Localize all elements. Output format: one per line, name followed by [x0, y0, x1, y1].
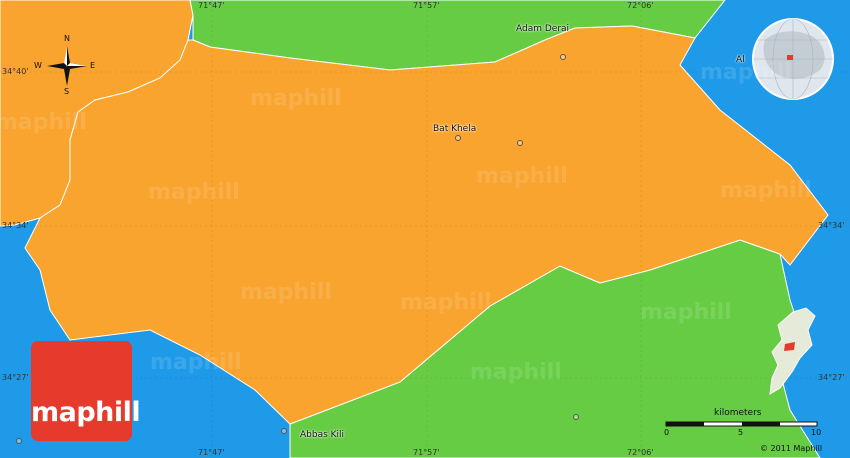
- longitude-label: 72°06': [627, 1, 654, 10]
- latitude-label: 34°27': [2, 373, 29, 382]
- latitude-label: 34°34': [818, 221, 845, 230]
- place-marker[interactable]: [517, 140, 523, 146]
- longitude-label: 72°06': [627, 448, 654, 457]
- province-inset: [769, 307, 816, 395]
- watermark: maphill: [0, 110, 87, 135]
- place-marker[interactable]: [455, 135, 461, 141]
- place-marker[interactable]: [573, 414, 579, 420]
- compass-rose: [47, 46, 87, 86]
- scale-title: kilometers: [714, 408, 762, 418]
- longitude-label: 71°47': [198, 1, 225, 10]
- compass-east: E: [90, 61, 96, 70]
- place-label-abbas-kili[interactable]: Abbas Kili: [300, 430, 345, 440]
- watermark: maphill: [470, 360, 562, 385]
- watermark: maphill: [700, 60, 792, 85]
- maphill-logo[interactable]: maphill: [31, 341, 141, 441]
- watermark: maphill: [400, 290, 492, 315]
- watermark: maphill: [240, 280, 332, 305]
- place-label-clipped[interactable]: Al: [736, 55, 745, 65]
- longitude-label: 71°57': [413, 448, 440, 457]
- watermark: maphill: [720, 178, 812, 203]
- scale-tick-5: 5: [738, 428, 744, 437]
- place-marker[interactable]: [560, 54, 566, 60]
- maphill-logo-text: maphill: [31, 397, 141, 428]
- latitude-label: 34°34': [2, 221, 29, 230]
- place-marker[interactable]: [16, 438, 22, 444]
- scale-bar: [665, 421, 818, 427]
- watermark: maphill: [250, 86, 342, 111]
- place-label-adam-derai[interactable]: Adam Derai: [516, 24, 570, 34]
- watermark: maphill: [148, 180, 240, 205]
- watermark: maphill: [476, 164, 568, 189]
- latitude-label: 34°27': [818, 373, 845, 382]
- longitude-label: 71°57': [413, 1, 440, 10]
- latitude-label: 34°40': [2, 67, 29, 76]
- region-main: [24, 25, 829, 425]
- scale-tick-10: 10: [811, 428, 822, 437]
- compass-south: S: [64, 87, 70, 96]
- watermark: maphill: [640, 300, 732, 325]
- compass-west: W: [34, 61, 42, 70]
- compass-north: N: [64, 34, 70, 43]
- watermark: maphill: [150, 350, 242, 375]
- scale-tick-0: 0: [664, 428, 670, 437]
- globe-inset: [752, 18, 834, 100]
- copyright-text: © 2011 Maphill: [760, 444, 823, 453]
- longitude-label: 71°47': [198, 448, 225, 457]
- place-marker[interactable]: [281, 428, 287, 434]
- place-label-bat-khela[interactable]: Bat Khela: [433, 124, 477, 134]
